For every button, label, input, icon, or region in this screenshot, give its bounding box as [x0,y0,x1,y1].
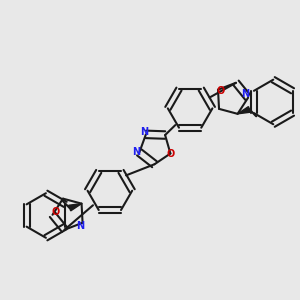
Text: O: O [217,86,225,96]
Polygon shape [238,106,250,114]
Text: O: O [51,207,60,217]
Polygon shape [69,204,82,211]
Text: N: N [140,127,148,137]
Text: N: N [132,147,140,158]
Text: O: O [166,148,175,158]
Text: N: N [76,221,84,231]
Text: N: N [242,89,250,99]
